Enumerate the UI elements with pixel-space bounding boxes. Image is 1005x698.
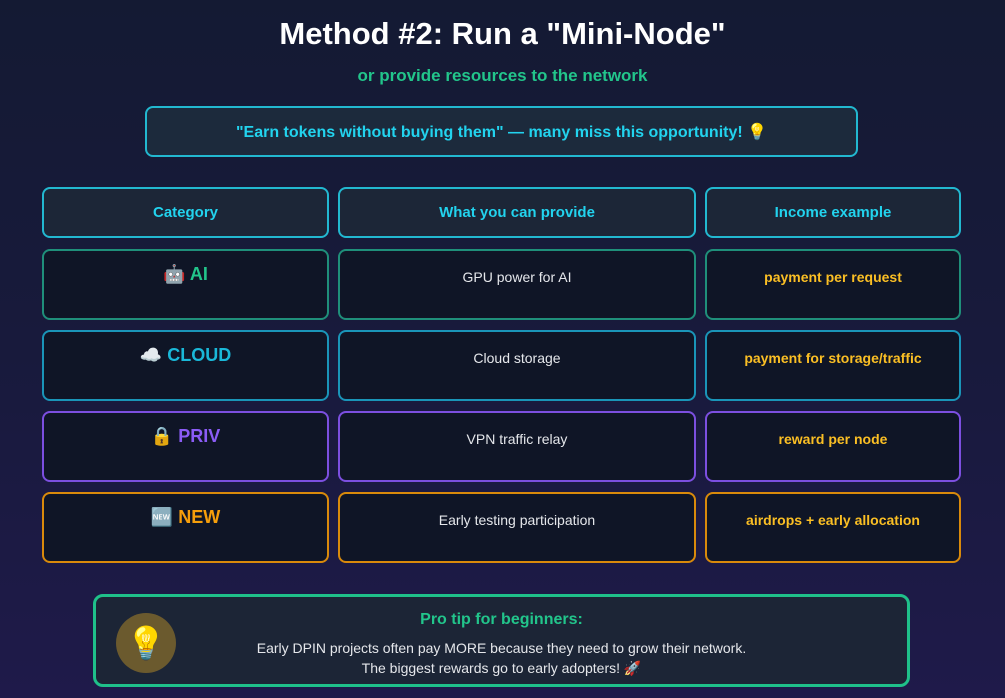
category-label: PRIV [178, 426, 221, 446]
category-cell: 🔒 PRIV [42, 411, 329, 482]
category-label: NEW [178, 507, 221, 527]
tip-text: Early DPIN projects often pay MORE becau… [96, 638, 907, 678]
category-cell: 🤖 AI [42, 249, 329, 320]
income-cell: airdrops + early allocation [705, 492, 961, 563]
page-subtitle: or provide resources to the network [357, 66, 648, 85]
highlight-banner: "Earn tokens without buying them" — many… [145, 106, 858, 157]
income-cell: payment per request [705, 249, 961, 320]
header-income: Income example [705, 187, 961, 238]
category-icon: 🆕 [150, 507, 174, 527]
provide-cell: Early testing participation [338, 492, 696, 563]
tip-line: The biggest rewards go to early adopters… [361, 660, 642, 676]
category-label: AI [189, 264, 208, 284]
provide-cell: GPU power for AI [338, 249, 696, 320]
income-cell: reward per node [705, 411, 961, 482]
provide-cell: Cloud storage [338, 330, 696, 401]
header-provide: What you can provide [338, 187, 696, 238]
pro-tip-box: 💡 Pro tip for beginners: Early DPIN proj… [93, 594, 910, 687]
category-label: CLOUD [167, 345, 232, 365]
income-cell: payment for storage/traffic [705, 330, 961, 401]
tip-line: Early DPIN projects often pay MORE becau… [256, 640, 747, 656]
header-category: Category [42, 187, 329, 238]
category-icon: ☁️ [139, 345, 163, 365]
category-icon: 🔒 [150, 426, 174, 446]
category-cell: 🆕 NEW [42, 492, 329, 563]
tip-title: Pro tip for beginners: [420, 611, 583, 628]
page-title: Method #2: Run a "Mini-Node" [279, 16, 726, 51]
provide-cell: VPN traffic relay [338, 411, 696, 482]
category-icon: 🤖 [163, 264, 186, 284]
lightbulb-icon: 💡 [116, 613, 176, 673]
category-cell: ☁️ CLOUD [42, 330, 329, 401]
